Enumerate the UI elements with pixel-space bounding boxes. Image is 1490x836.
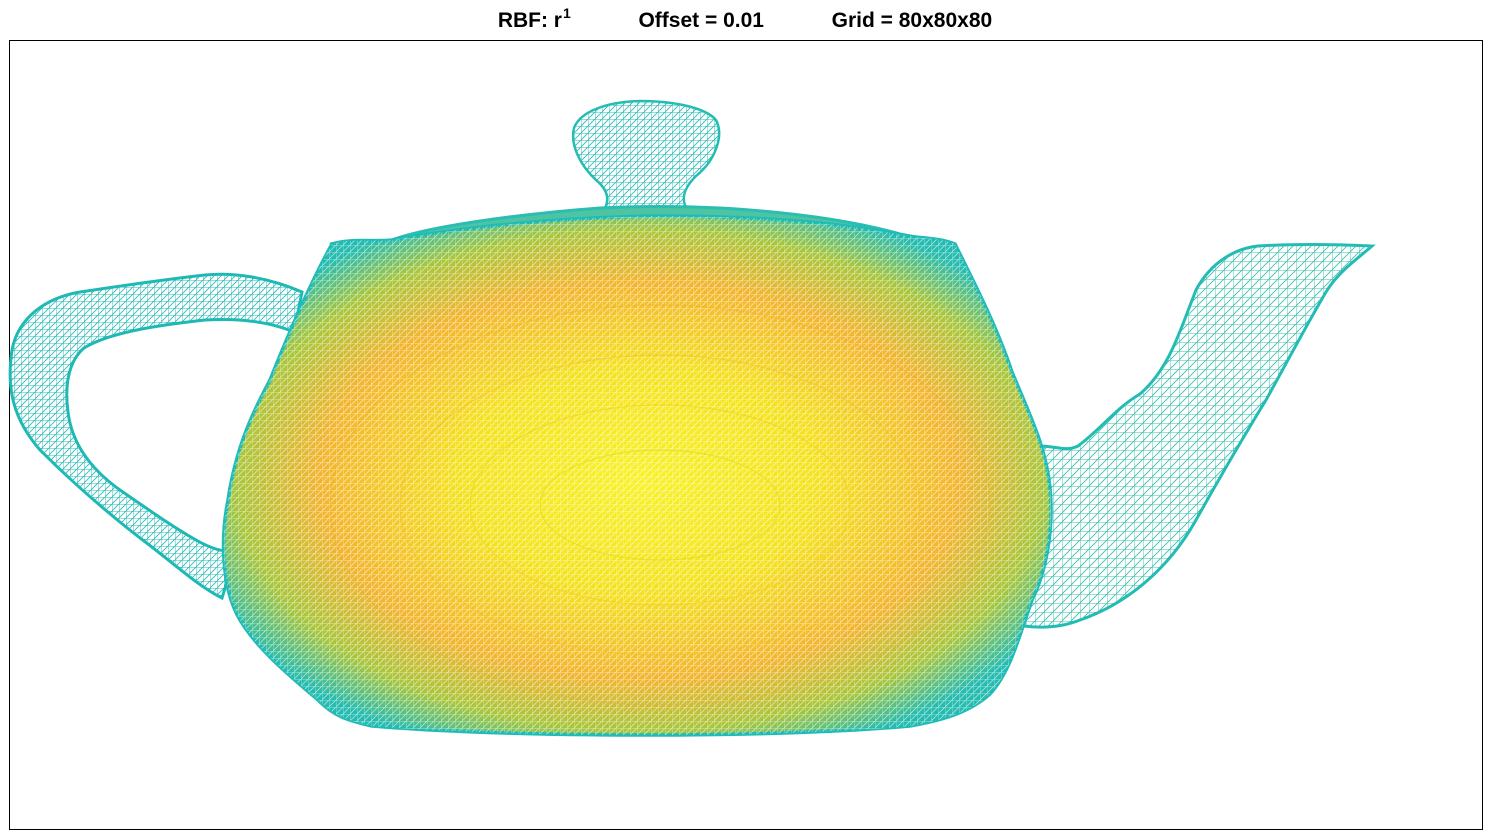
teapot-body bbox=[221, 214, 1053, 737]
rbf-title: RBF: r1 bbox=[497, 5, 571, 32]
teapot-lid-knob bbox=[571, 99, 721, 212]
teapot-spout bbox=[1022, 243, 1376, 629]
offset-title: Offset = 0.01 bbox=[638, 9, 764, 32]
figure-title: RBF: r1 Offset = 0.01 Grid = 80x80x80 bbox=[0, 4, 1490, 38]
grid-title: Grid = 80x80x80 bbox=[831, 9, 993, 32]
teapot-handle bbox=[8, 272, 304, 601]
rbf-exponent: 1 bbox=[562, 5, 571, 21]
